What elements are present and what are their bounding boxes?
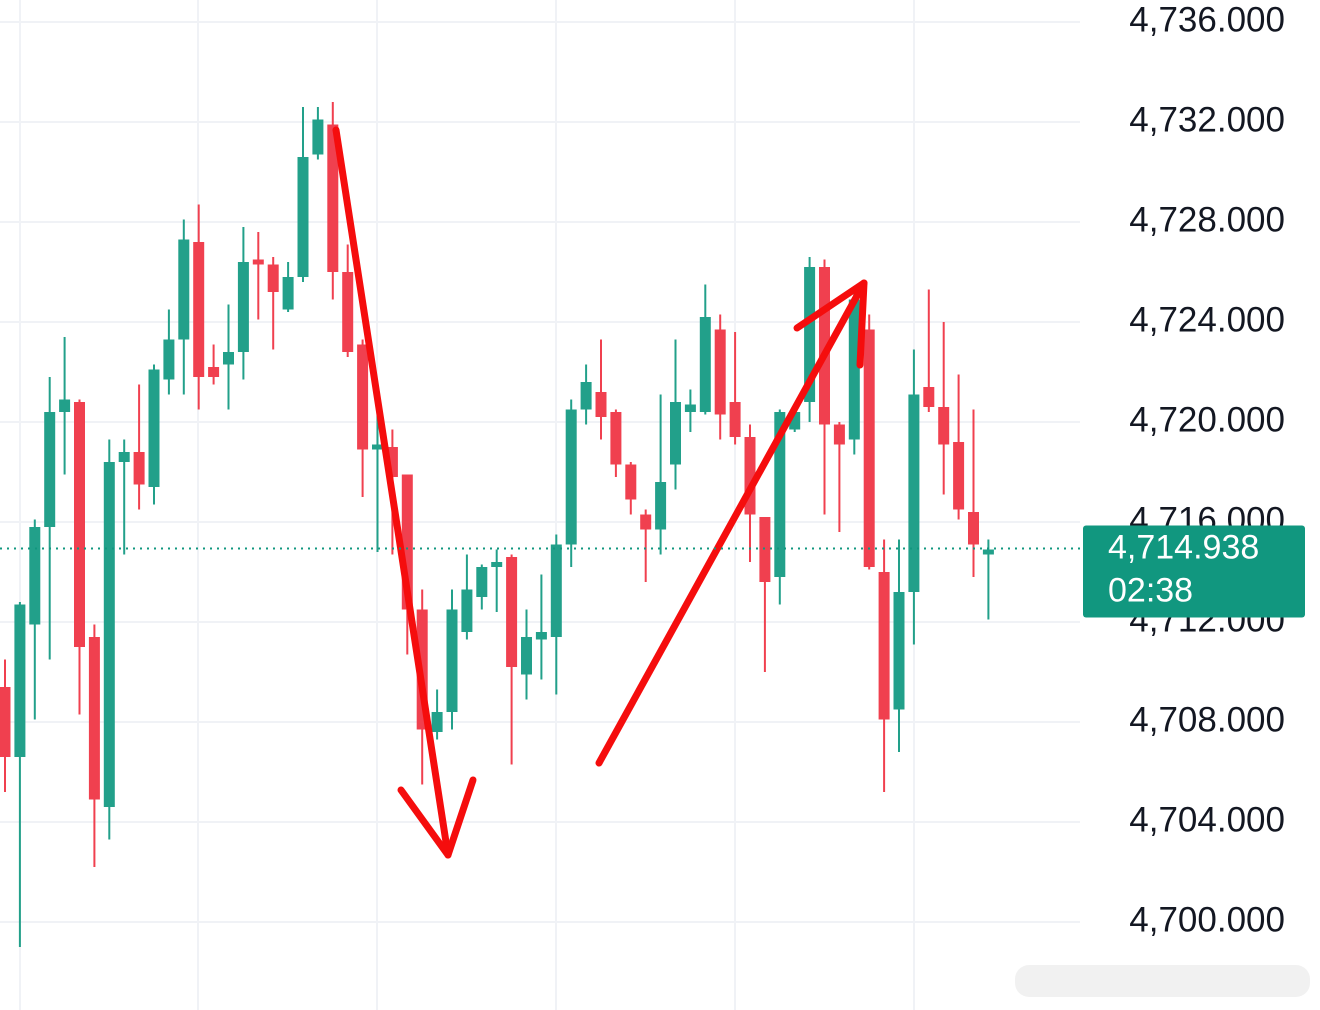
candle-body: [88, 637, 100, 800]
candle-body: [640, 514, 652, 530]
candle-body: [163, 339, 175, 380]
y-tick-label: 4,704.000: [1129, 800, 1285, 839]
candle-body: [223, 352, 234, 365]
candle-body: [714, 329, 726, 415]
candle-body: [491, 562, 503, 567]
candle-body: [670, 402, 681, 465]
up-arrow-head: [793, 279, 868, 369]
last-price-box: [1083, 525, 1305, 618]
candle-body: [372, 444, 383, 450]
candle-body: [252, 259, 264, 265]
candle-body: [118, 452, 130, 462]
y-tick-label: 4,700.000: [1129, 900, 1285, 939]
y-tick-label: 4,736.000: [1129, 0, 1285, 39]
candle-body: [342, 272, 354, 352]
candle-body: [833, 424, 845, 445]
down-arrow-shaft: [332, 126, 452, 859]
candle-body: [819, 267, 830, 425]
candle-body: [267, 264, 279, 292]
candle-body: [431, 712, 443, 732]
candles: [0, 102, 994, 947]
candle-body: [282, 277, 294, 310]
candle-body: [550, 544, 562, 637]
watermark-shape: [1015, 965, 1310, 997]
candle-body: [729, 402, 741, 437]
candle-body: [74, 402, 85, 647]
candle-body: [848, 299, 860, 440]
down-arrow-head: [397, 776, 477, 859]
up-arrow-shaft: [595, 279, 868, 767]
candle-body: [610, 412, 622, 465]
candle-body: [982, 549, 994, 555]
candle-body: [386, 447, 398, 477]
candle-body: [699, 317, 711, 412]
y-tick-label: 4,708.000: [1129, 700, 1285, 739]
last-price: 4,714.938 02:38: [0, 525, 1305, 618]
candle-body: [148, 369, 160, 487]
watermark: [1015, 965, 1310, 997]
candle-body: [44, 412, 56, 527]
candle-body: [327, 124, 339, 272]
candle-body: [208, 367, 220, 377]
candle-body: [297, 157, 309, 277]
candle-body: [461, 589, 473, 632]
candle-body: [684, 404, 696, 412]
candle-body: [938, 407, 950, 445]
candle-body: [237, 262, 249, 352]
candle-body: [789, 412, 801, 430]
candle-body: [312, 119, 324, 155]
candle-body: [878, 572, 890, 720]
candle-body: [357, 344, 369, 450]
candle-body: [744, 437, 756, 515]
candle-body: [178, 239, 190, 340]
candle-body: [595, 392, 607, 417]
candle-body: [863, 329, 875, 567]
candle-body: [521, 637, 532, 675]
countdown-label: 02:38: [1108, 572, 1193, 610]
candle-body: [0, 687, 11, 757]
y-tick-label: 4,728.000: [1129, 200, 1285, 239]
candle-body: [893, 592, 905, 710]
candle-body: [923, 387, 935, 407]
candle-body: [29, 527, 41, 625]
candle-body: [401, 474, 413, 610]
candle-body: [580, 382, 592, 410]
price-axis: 4,736.000 4,732.000 4,728.000 4,724.000 4,72…: [1129, 0, 1285, 939]
candle-body: [59, 399, 71, 412]
y-tick-label: 4,720.000: [1129, 400, 1285, 439]
candle-body: [535, 632, 547, 640]
y-tick-label: 4,724.000: [1129, 300, 1285, 339]
candle-body: [103, 462, 115, 807]
candle-body: [968, 512, 979, 545]
candle-body: [193, 242, 205, 377]
y-tick-label: 4,732.000: [1129, 100, 1285, 139]
candle-body: [14, 604, 26, 757]
candle-body: [446, 609, 458, 712]
candle-body: [133, 452, 145, 485]
candle-body: [908, 394, 920, 592]
candle-body: [565, 409, 577, 545]
candle-body: [655, 482, 667, 530]
candle-body: [506, 557, 518, 667]
candle-body: [804, 267, 816, 402]
candle-body: [953, 442, 965, 510]
last-price-label: 4,714.938: [1108, 529, 1259, 567]
candle-body: [625, 464, 637, 500]
annotations: [332, 126, 868, 859]
candle-body: [774, 412, 786, 577]
candle-body: [476, 567, 488, 597]
